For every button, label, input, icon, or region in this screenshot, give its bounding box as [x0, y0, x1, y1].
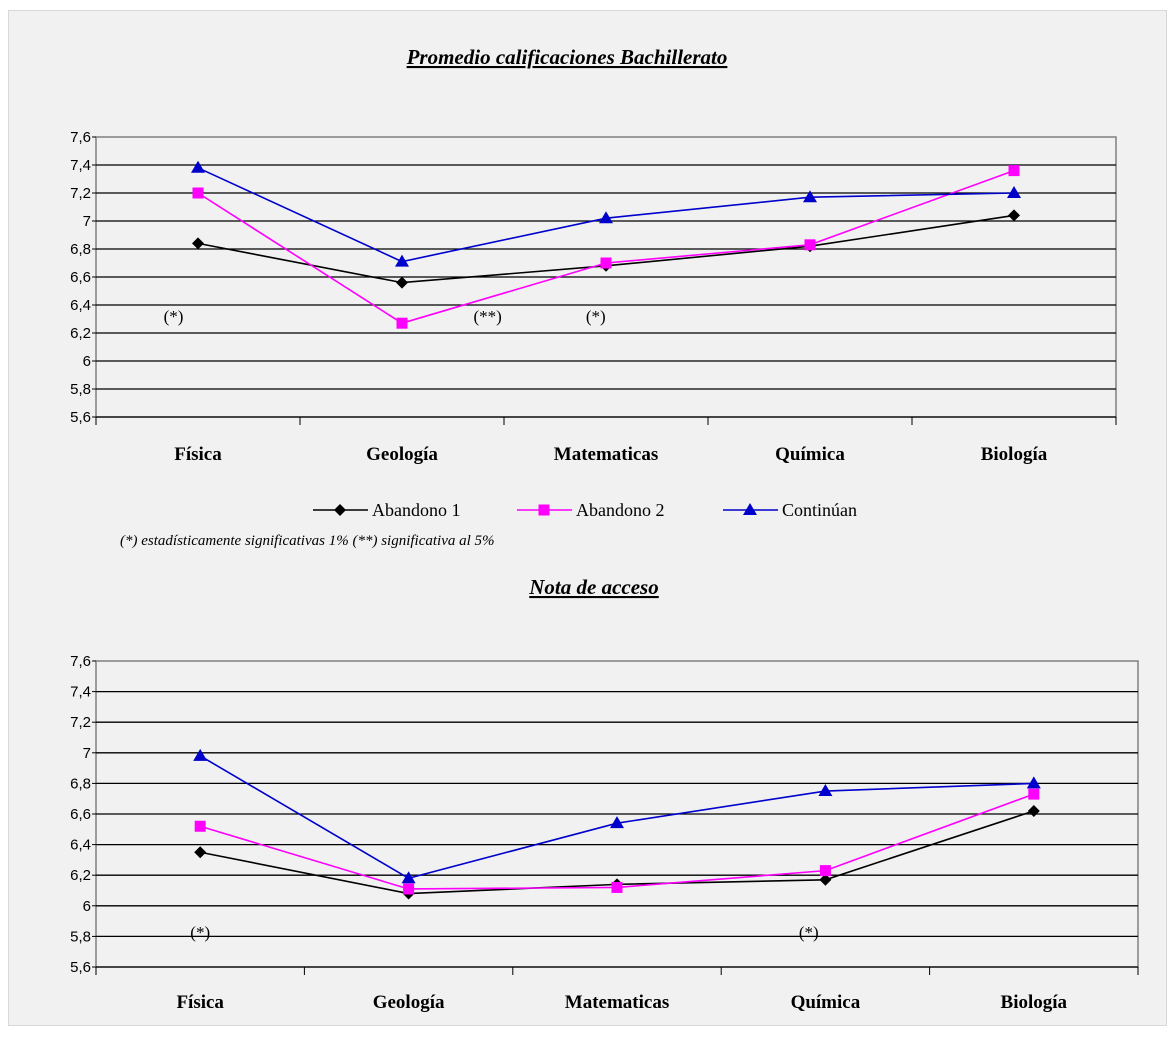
y-tick-label: 7,6 [70, 129, 91, 146]
data-point [1026, 776, 1041, 789]
y-tick-label: 6,6 [70, 269, 91, 286]
legend-marker [743, 503, 757, 515]
y-tick-label: 5,8 [70, 381, 91, 398]
data-point [401, 871, 416, 884]
data-point [1007, 186, 1021, 198]
x-tick-label: Biología [981, 444, 1048, 465]
chart-title-nota-acceso: Nota de acceso [528, 575, 658, 599]
data-point [1008, 209, 1020, 222]
chart-bachillerato: Promedio calificaciones Bachillerato 5,6… [70, 45, 1117, 465]
y-tick-label: 6,4 [70, 297, 91, 314]
data-point [194, 846, 207, 859]
data-point [395, 254, 409, 267]
significance-annotation: (*) [586, 307, 606, 326]
y-tick-label: 6,8 [70, 775, 91, 792]
data-point [610, 816, 624, 829]
data-point [403, 883, 415, 895]
y-tick-label: 6,8 [70, 241, 91, 258]
y-tick-label: 5,8 [70, 928, 91, 945]
x-tick-label: Química [775, 444, 845, 465]
y-tick-label: 5,6 [70, 959, 91, 976]
significance-annotation: (*) [164, 307, 184, 326]
y-tick-label: 6,4 [70, 837, 91, 854]
legend-marker [538, 504, 550, 516]
x-tick-label: Matematicas [565, 992, 669, 1013]
y-tick-label: 7,6 [70, 653, 91, 670]
data-point [804, 239, 816, 251]
data-point [803, 190, 817, 203]
data-point [1027, 804, 1040, 817]
data-point [819, 873, 832, 886]
data-point [396, 317, 408, 329]
chart-nota-acceso: Nota de acceso 5,6 5,8 6 6,2 6,4 6,6 6,8 7 7,2 7,… [70, 575, 1139, 1013]
significance-annotation: (**) [474, 307, 502, 326]
data-point [396, 276, 408, 289]
data-point [191, 160, 205, 173]
data-point [600, 257, 612, 269]
y-tick-label: 7,2 [70, 185, 91, 202]
data-point [192, 237, 204, 250]
y-tick-label: 6,2 [70, 867, 91, 884]
y-tick-label: 7,2 [70, 714, 91, 731]
legend: Abandono 1 Abandono 2 Continúan [313, 500, 857, 520]
x-tick-label: Química [791, 992, 861, 1013]
data-point [611, 881, 623, 893]
data-point [194, 820, 206, 832]
legend-label: Abandono 1 [372, 500, 461, 520]
x-tick-label: Geología [366, 444, 438, 465]
y-tick-label: 7 [83, 213, 91, 230]
y-tick-label: 6 [83, 898, 91, 915]
y-tick-label: 5,6 [70, 409, 91, 426]
data-point [599, 211, 613, 224]
data-point [193, 748, 208, 761]
y-tick-label: 7,4 [70, 157, 91, 174]
x-tick-label: Biología [1001, 992, 1068, 1013]
x-tick-label: Física [176, 992, 224, 1013]
data-point [192, 187, 204, 199]
y-tick-label: 7 [83, 745, 91, 762]
significance-annotation: (*) [799, 923, 819, 942]
y-tick-label: 6,6 [70, 806, 91, 823]
x-tick-label: Geología [373, 992, 445, 1013]
y-tick-label: 6,2 [70, 325, 91, 342]
data-point [1008, 165, 1020, 177]
significance-note: (*) estadísticamente significativas 1% (… [120, 533, 495, 549]
legend-marker [334, 504, 346, 516]
data-point [818, 784, 833, 797]
y-tick-label: 6 [83, 353, 91, 370]
x-tick-label: Física [174, 444, 222, 465]
significance-annotation: (*) [190, 923, 210, 942]
legend-label: Abandono 2 [576, 500, 665, 520]
data-point [819, 865, 831, 877]
chart-title-bachillerato: Promedio calificaciones Bachillerato [406, 45, 728, 69]
legend-label: Continúan [782, 500, 857, 520]
y-tick-label: 7,4 [70, 684, 91, 701]
x-tick-label: Matematicas [554, 444, 658, 465]
data-point [1028, 788, 1040, 800]
